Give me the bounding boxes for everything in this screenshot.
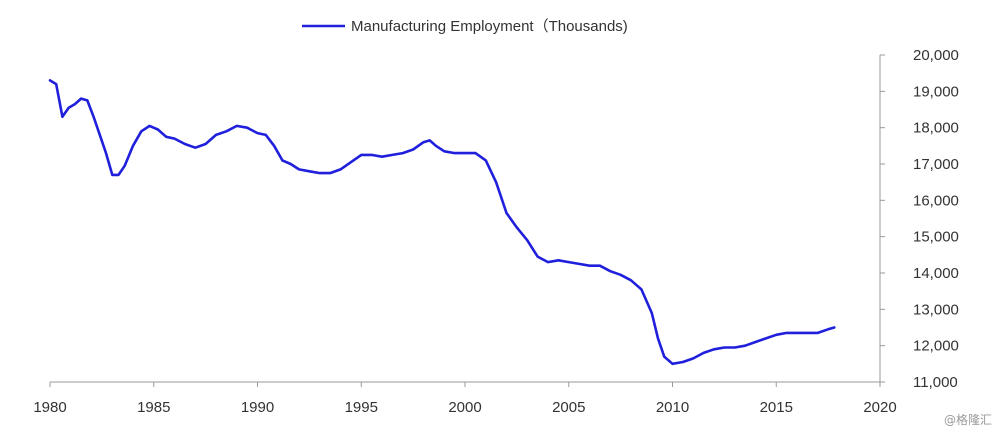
y-tick-label-15000: 15,000 xyxy=(913,229,959,246)
x-tick-label-2005: 2005 xyxy=(552,399,585,416)
plot-area xyxy=(48,79,836,366)
axes: 1980 1985 1990 1995 2000 2005 2010 2015 2020 11,0… xyxy=(33,47,959,416)
y-tick-label-14000: 14,000 xyxy=(913,265,959,282)
y-tick-label-11000: 11,000 xyxy=(913,374,958,391)
x-tick-label-1990: 1990 xyxy=(241,399,274,416)
x-tick-label-1980: 1980 xyxy=(33,399,66,416)
x-tick-label-2020: 2020 xyxy=(863,399,896,416)
x-tick-label-2010: 2010 xyxy=(656,399,689,416)
y-tick-label-17000: 17,000 xyxy=(913,156,959,173)
legend: Manufacturing Employment（Thousands) xyxy=(302,18,628,35)
y-tick-label-12000: 12,000 xyxy=(913,338,959,355)
y-tick-label-19000: 19,000 xyxy=(913,83,959,100)
y-tick-label-20000: 20,000 xyxy=(913,47,959,64)
x-tick-label-2015: 2015 xyxy=(760,399,793,416)
x-tick-label-2000: 2000 xyxy=(448,399,481,416)
x-tick-label-1985: 1985 xyxy=(137,399,170,416)
x-tick-label-1995: 1995 xyxy=(345,399,378,416)
series-line-0 xyxy=(48,79,836,366)
y-tick-label-13000: 13,000 xyxy=(913,301,959,318)
watermark: @格隆汇 xyxy=(943,413,992,427)
legend-label-manufacturing-employment: Manufacturing Employment（Thousands) xyxy=(351,18,628,35)
y-tick-label-16000: 16,000 xyxy=(913,192,959,209)
y-tick-label-18000: 18,000 xyxy=(913,120,959,137)
